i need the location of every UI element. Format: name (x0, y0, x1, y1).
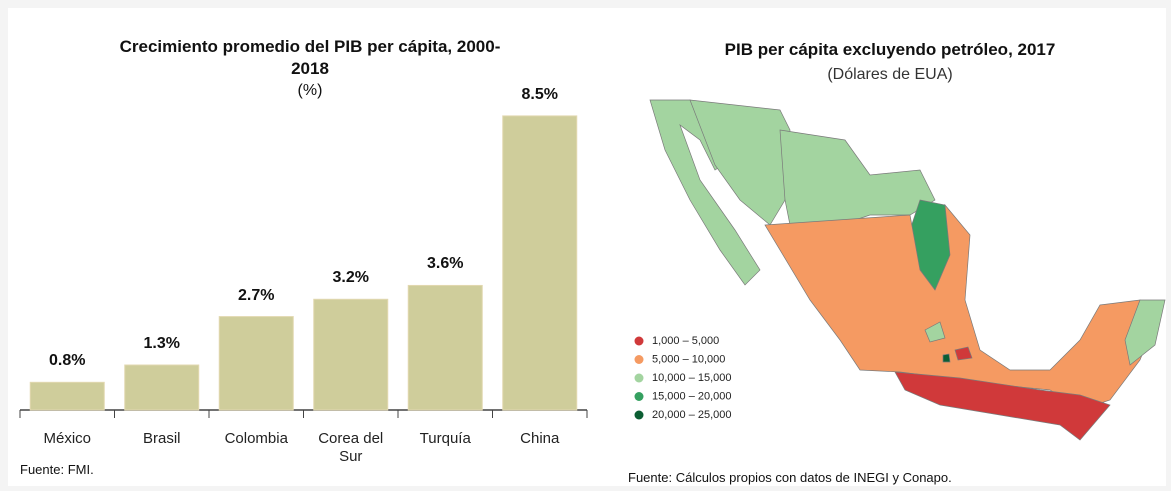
x-tick-label: Turquía (419, 430, 471, 447)
region (1124, 299, 1166, 366)
map-shape (649, 99, 1166, 441)
bar (29, 381, 105, 411)
value-label: 3.6% (427, 255, 464, 273)
x-tick-label: Brasil (142, 430, 181, 447)
x-tick-label: Colombia (224, 430, 288, 447)
x-tick-label: China (520, 430, 560, 447)
region (689, 99, 791, 226)
value-label: 1.3% (143, 335, 180, 353)
value-label: 3.2% (332, 269, 369, 287)
legend-swatch (634, 392, 644, 401)
value-label: 8.5% (521, 85, 558, 103)
legend-label: 10,000 – 15,000 (652, 372, 732, 384)
value-label: 2.7% (238, 286, 275, 304)
bar (218, 316, 294, 411)
chart-subtitle: (%) (297, 82, 323, 99)
legend-swatch (634, 410, 644, 420)
region (924, 321, 946, 343)
legend-label: 20,000 – 25,000 (652, 409, 732, 421)
legend-label: 5,000 – 10,000 (652, 353, 725, 365)
region (764, 203, 1161, 411)
region (954, 346, 973, 361)
bar-chart (19, 115, 588, 418)
region (942, 353, 951, 363)
x-tick-label: Corea del Sur (318, 430, 384, 465)
map-source: Fuente: Cálculos propios con datos de IN… (628, 470, 952, 485)
source: Fuente: FMI. (20, 462, 94, 477)
legend-label: 15,000 – 20,000 (652, 390, 732, 402)
legend-swatch (634, 336, 644, 346)
bar (124, 364, 200, 411)
x-tick-label: México (43, 430, 91, 447)
chart-title: Crecimiento promedio del PIB per cápita,… (119, 37, 501, 78)
legend: 1,000 – 5,000 5,000 – 10,000 10,000 – 15,0… (634, 335, 732, 421)
legend-swatch (634, 355, 644, 364)
bar (313, 298, 389, 411)
bar (407, 284, 483, 411)
value-label: 0.8% (49, 352, 86, 370)
bar (502, 115, 578, 411)
map-title: PIB per cápita excluyendo petróleo, 2017 (724, 40, 1056, 59)
map-subtitle: (Dólares de EUA) (827, 66, 953, 83)
region (894, 371, 1111, 441)
legend-label: 1,000 – 5,000 (652, 335, 719, 347)
legend-swatch (634, 373, 644, 383)
